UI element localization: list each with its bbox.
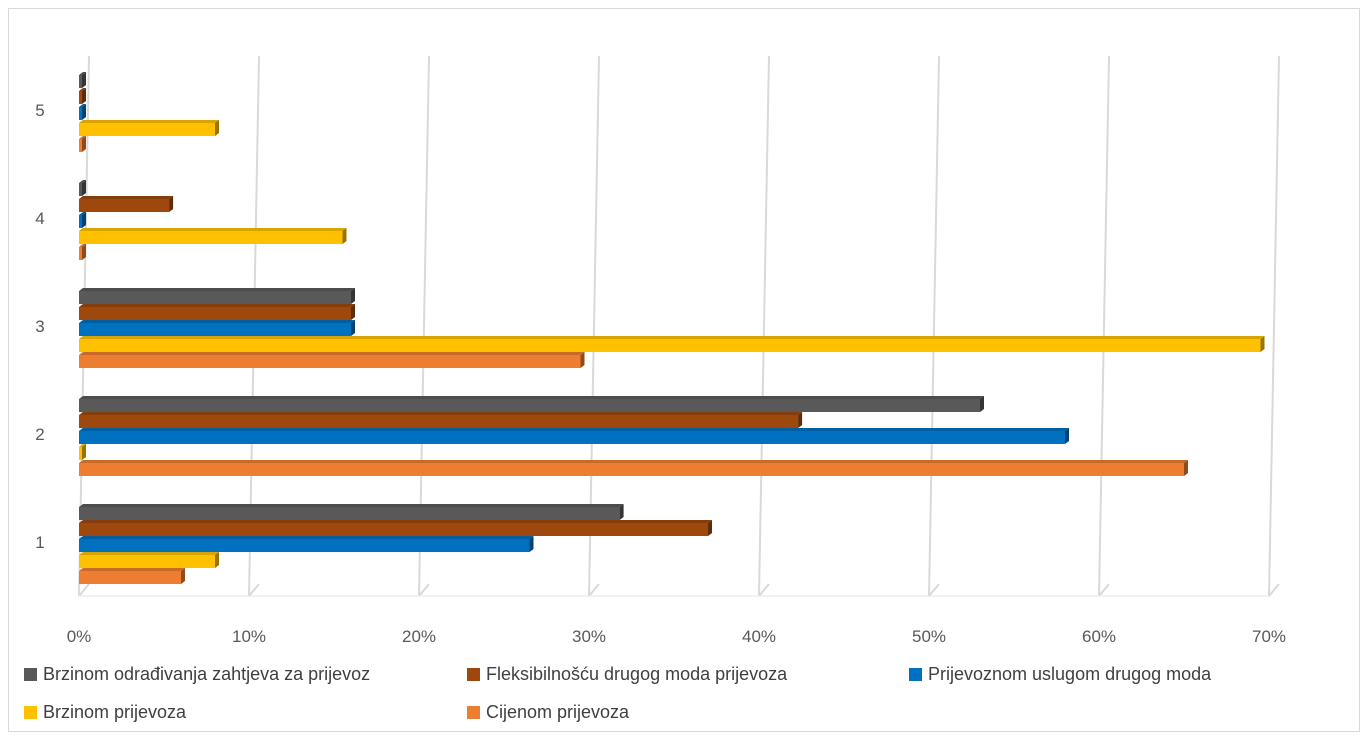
legend-item: Fleksibilnošću drugog moda prijevoza	[467, 664, 787, 685]
x-tick-label: 40%	[742, 627, 776, 646]
bar	[79, 288, 355, 304]
legend-swatch	[24, 668, 37, 681]
x-tick-label: 0%	[67, 627, 92, 646]
bar	[79, 352, 585, 368]
bar	[79, 520, 712, 536]
gridline-depth	[1268, 583, 1280, 597]
bar	[79, 196, 174, 212]
bar	[79, 320, 355, 336]
legend-item: Cijenom prijevoza	[467, 702, 629, 723]
y-tick-label: 5	[35, 101, 44, 120]
legend: Brzinom odrađivanja zahtjeva za prijevoz…	[24, 660, 1344, 732]
bar	[79, 88, 86, 104]
y-tick-label: 4	[35, 209, 44, 228]
legend-swatch	[24, 706, 37, 719]
bar	[79, 228, 347, 244]
chart-frame	[8, 8, 1360, 732]
bars	[79, 72, 1265, 584]
y-tick-label: 2	[35, 425, 44, 444]
legend-swatch	[909, 668, 922, 681]
bar	[79, 428, 1069, 444]
legend-item: Brzinom odrađivanja zahtjeva za prijevoz	[24, 664, 370, 685]
x-tick-label: 60%	[1082, 627, 1116, 646]
gridline-depth	[758, 583, 770, 597]
legend-swatch	[467, 668, 480, 681]
y-tick-label: 1	[35, 533, 44, 552]
bar	[79, 212, 86, 228]
bar	[79, 412, 803, 428]
y-tick-label: 3	[35, 317, 44, 336]
gridline	[1268, 55, 1280, 597]
x-axis-ticks: 0% 10% 20% 30% 40% 50% 60% 70%	[67, 627, 1286, 646]
bar	[79, 396, 984, 412]
x-tick-label: 30%	[572, 627, 606, 646]
gridline-depth	[418, 583, 430, 597]
legend-item: Prijevoznom uslugom drugog moda	[909, 664, 1211, 685]
x-tick-label: 70%	[1252, 627, 1286, 646]
legend-label: Brzinom odrađivanja zahtjeva za prijevoz	[43, 664, 371, 684]
gridline-depth	[248, 583, 260, 597]
gridline	[758, 55, 770, 597]
bar	[79, 336, 1265, 352]
bar	[79, 460, 1188, 476]
gridline-depth	[928, 583, 940, 597]
y-axis-ticks: 1 2 3 4 5	[35, 101, 44, 552]
bar	[79, 304, 355, 320]
legend-label: Cijenom prijevoza	[486, 702, 630, 722]
gridline	[1098, 55, 1110, 597]
gridline	[928, 55, 940, 597]
bar	[79, 104, 86, 120]
legend-label: Brzinom prijevoza	[43, 702, 187, 722]
bar	[79, 120, 219, 136]
bar	[79, 180, 86, 196]
gridline-depth	[1098, 583, 1110, 597]
bar	[79, 72, 86, 88]
legend-label: Prijevoznom uslugom drugog moda	[928, 664, 1212, 684]
gridline-depth	[588, 583, 600, 597]
x-tick-label: 20%	[402, 627, 436, 646]
x-tick-label: 10%	[232, 627, 266, 646]
bar	[79, 568, 185, 584]
bar	[79, 552, 219, 568]
bar	[79, 244, 86, 260]
legend-label: Fleksibilnošću drugog moda prijevoza	[486, 664, 788, 684]
legend-item: Brzinom prijevoza	[24, 702, 186, 723]
x-tick-label: 50%	[912, 627, 946, 646]
bar-chart: 0% 10% 20% 30% 40% 50% 60% 70% 1 2 3 4 5	[35, 55, 1286, 646]
bar	[79, 504, 624, 520]
bar	[79, 136, 86, 152]
gridline-depth	[78, 583, 90, 597]
bar	[79, 444, 86, 460]
legend-swatch	[467, 706, 480, 719]
bar	[79, 536, 534, 552]
